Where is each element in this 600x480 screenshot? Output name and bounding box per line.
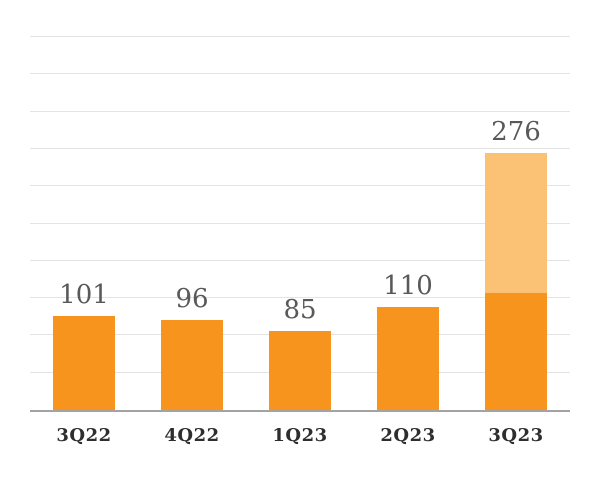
gridline [30,36,570,37]
bar-slot: 85 [246,37,354,410]
bar-value-label: 110 [383,271,433,302]
bar-segment [485,292,547,410]
x-axis-labels: 3Q22 4Q22 1Q23 2Q23 3Q23 [30,425,570,455]
gridline [30,73,570,75]
gridline [30,110,570,112]
bar-value-label: 101 [59,279,109,310]
bar [377,307,439,410]
gridline [30,147,570,149]
bar-segment [53,315,115,410]
x-tick-label: 3Q22 [56,425,112,446]
bar-segment [377,307,439,410]
bar [53,315,115,410]
bar [485,152,547,410]
bar-slot: 96 [138,37,246,410]
bar-slot: 110 [354,37,462,410]
x-tick-label: 3Q23 [488,425,544,446]
gridline [30,259,570,261]
bar-slot: 101 [30,37,138,410]
x-tick-label: 4Q22 [164,425,220,446]
gridline [30,185,570,187]
bar-value-label: 85 [283,294,317,325]
bar-segment-light [485,152,547,293]
gridline [30,222,570,224]
bar-value-label: 276 [491,116,541,147]
bar-segment [161,320,223,410]
bar [161,320,223,410]
gridline [30,297,570,299]
bar-value-label: 96 [175,284,209,315]
x-tick-label: 1Q23 [272,425,328,446]
x-tick-label: 2Q23 [380,425,436,446]
bar-slot: 276 [462,37,570,410]
plot-area: 101 96 85 110 276 [30,36,570,412]
bar [269,330,331,410]
bar-segment [269,330,331,410]
